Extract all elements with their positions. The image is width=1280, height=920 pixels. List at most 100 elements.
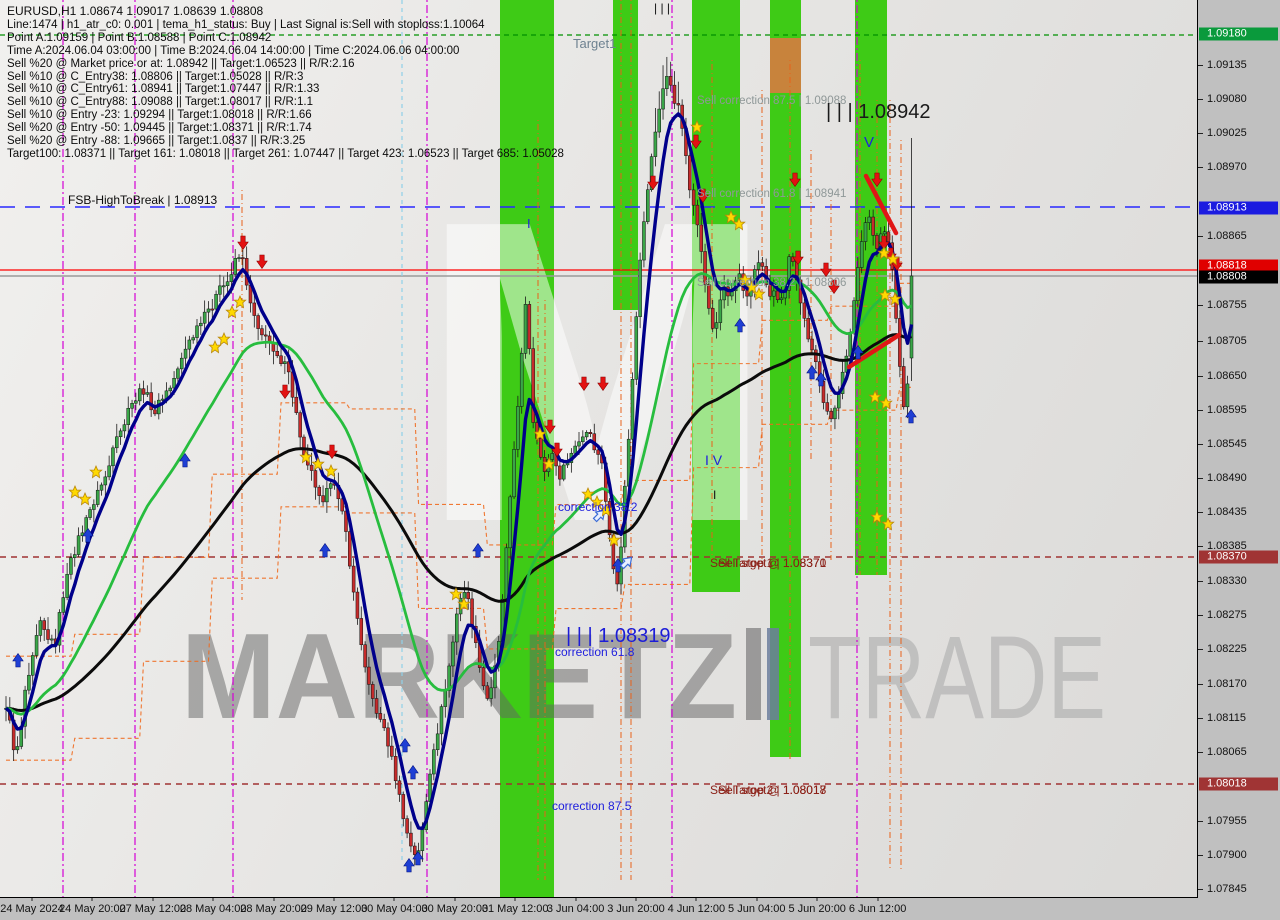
star-icon (68, 484, 82, 499)
star-icon (888, 291, 902, 306)
time-axis[interactable]: 24 May 2024 24 May 20:00 27 May 12:00 28 Ma… (0, 898, 1280, 920)
star-icon (877, 245, 891, 260)
time-tick-mark (31, 898, 33, 901)
price-tick-mark (1198, 133, 1203, 134)
time-tick-mark (756, 898, 758, 901)
time-tick-mark (877, 898, 879, 901)
star-icon (724, 209, 738, 224)
star-icon (225, 304, 239, 319)
price-tick-mark (1198, 512, 1203, 513)
price-tick-label: 1.09080 (1207, 93, 1247, 105)
star-icon (738, 272, 752, 287)
star-icon (745, 279, 759, 294)
time-axis-label: 4 Jun 12:00 (667, 903, 726, 915)
time-tick-mark (333, 898, 335, 901)
price-tick-label: 1.08115 (1207, 712, 1246, 724)
time-tick-mark (454, 898, 456, 901)
sell-arrow-icon (279, 384, 291, 400)
price-tick-label: 1.07955 (1207, 815, 1247, 827)
time-axis-label: 24 May 20:00 (59, 903, 126, 915)
price-tick-mark (1198, 581, 1203, 582)
sell-arrow-icon (871, 172, 883, 188)
time-axis-label: 30 May 20:00 (421, 903, 489, 915)
sell-arrow-icon (690, 134, 702, 150)
price-badge: 1.08370 (1199, 550, 1278, 564)
price-tick-label: 1.08545 (1207, 438, 1247, 450)
price-tick-label: 1.09135 (1207, 59, 1247, 71)
time-axis-label: 24 May 2024 (0, 903, 64, 915)
price-tick-mark (1198, 478, 1203, 479)
sell-arrow-icon (578, 376, 590, 392)
price-axis[interactable]: 1.09135 1.09080 1.09025 1.08970 1.08865 1.087… (1198, 0, 1280, 897)
price-tick-label: 1.07900 (1207, 849, 1247, 861)
buy-arrow-icon (905, 408, 917, 424)
star-icon (208, 339, 222, 354)
buy-arrow-icon (12, 652, 24, 668)
time-axis-label: 30 May 04:00 (361, 903, 428, 915)
star-icon (752, 286, 766, 301)
price-tick-mark (1198, 410, 1203, 411)
star-icon (233, 294, 247, 309)
star-icon (590, 494, 604, 509)
horizontal-level-lines (0, 34, 1197, 785)
time-axis-label: 3 Jun 20:00 (607, 903, 665, 915)
star-icon (311, 456, 325, 471)
breakout-arrow-icon (619, 556, 633, 570)
buy-arrow-icon (407, 764, 419, 780)
star-icon (879, 395, 893, 410)
sell-arrow-icon (237, 235, 249, 251)
watermark-left-text: MARKETZ (181, 608, 737, 744)
sell-arrow-icon (326, 444, 338, 460)
price-tick-mark (1198, 236, 1203, 237)
price-tick-mark (1198, 376, 1203, 377)
price-badge: 1.08018 (1199, 777, 1278, 791)
star-icon (690, 119, 704, 134)
buy-arrow-icon (472, 542, 484, 558)
time-axis-label: 28 May 20:00 (240, 903, 307, 915)
star-icon (217, 331, 231, 346)
signal-markers (12, 119, 917, 873)
price-tick-label: 1.08595 (1207, 404, 1247, 416)
time-tick-mark (816, 898, 818, 901)
sell-arrow-icon (820, 262, 832, 278)
buy-arrow-icon (319, 542, 331, 558)
time-tick-mark (514, 898, 516, 901)
axis-divider-horizontal (0, 897, 1198, 898)
sell-arrow-icon (792, 250, 804, 266)
price-badge: 1.08818 (1199, 259, 1278, 273)
time-axis-label: 5 Jun 20:00 (788, 903, 846, 915)
price-tick-label: 1.07845 (1207, 883, 1247, 895)
time-tick-mark (575, 898, 577, 901)
chart-area[interactable]: M MARKETZ TRADE EURUSD,H1 1.08674 1.09017 … (0, 0, 1197, 897)
buy-arrow-icon (82, 527, 94, 543)
star-icon (599, 502, 613, 517)
price-tick-mark (1198, 305, 1203, 306)
sell-arrow-icon (697, 188, 709, 204)
star-icon (89, 464, 103, 479)
star-icon (878, 287, 892, 302)
price-tick-mark (1198, 546, 1203, 547)
time-axis-label: 6 Jun 12:00 (848, 903, 907, 915)
time-axis-label: 5 Jun 04:00 (728, 903, 786, 915)
price-tick-mark (1198, 855, 1203, 856)
watermark-bar-dark (746, 628, 761, 720)
buy-arrow-icon (815, 371, 827, 387)
trendlines (846, 173, 902, 370)
price-tick-mark (1198, 889, 1203, 890)
price-tick-label: 1.08865 (1207, 230, 1247, 242)
buy-arrow-icon (412, 850, 424, 866)
price-badge: 1.09180 (1199, 27, 1278, 41)
star-icon (870, 509, 884, 524)
star-icon (533, 426, 547, 441)
time-tick-mark (635, 898, 637, 901)
star-icon (881, 516, 895, 531)
price-tick-label: 1.08490 (1207, 472, 1247, 484)
star-icon (78, 491, 92, 506)
star-icon (732, 216, 746, 231)
time-axis-label: 3 Jun 04:00 (546, 903, 605, 915)
sell-arrow-icon (597, 376, 609, 392)
time-axis-label: 28 May 04:00 (179, 903, 247, 915)
time-axis-label: 27 May 12:00 (119, 903, 187, 915)
